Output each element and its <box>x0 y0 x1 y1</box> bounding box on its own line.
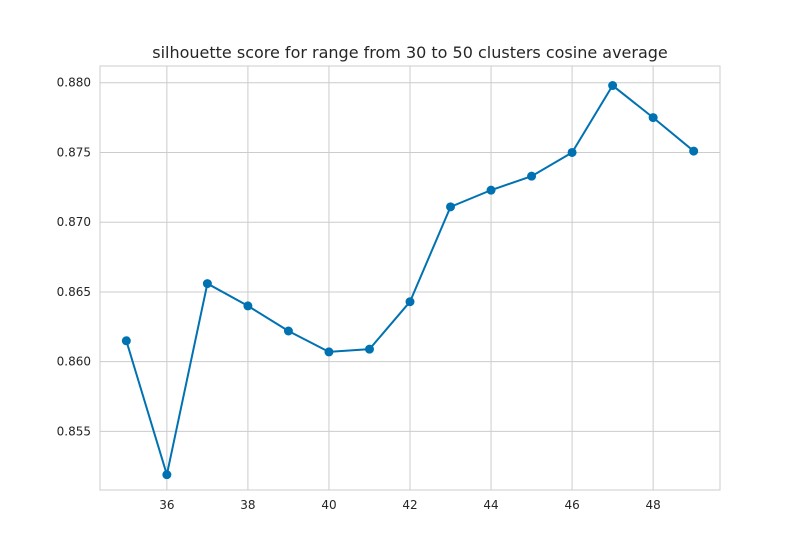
x-tick-label: 40 <box>321 498 336 512</box>
x-tick-label: 44 <box>483 498 498 512</box>
data-point <box>527 171 537 181</box>
grid <box>100 66 720 490</box>
y-tick-label: 0.880 <box>57 76 91 90</box>
data-point <box>486 185 496 195</box>
data-point <box>689 146 699 156</box>
y-tick-label: 0.855 <box>57 424 91 438</box>
series <box>121 81 699 480</box>
data-point <box>121 336 131 346</box>
data-point <box>405 297 415 307</box>
tick-labels: 36 38 40 42 44 46 48 0.855 0.860 0.865 0.870 0.875 0… <box>57 76 661 512</box>
data-point <box>567 147 577 157</box>
y-tick-label: 0.875 <box>57 145 91 159</box>
data-point <box>648 113 658 123</box>
y-tick-label: 0.865 <box>57 285 91 299</box>
data-point <box>608 81 618 91</box>
x-tick-label: 42 <box>402 498 417 512</box>
data-point <box>446 202 456 212</box>
x-tick-label: 36 <box>159 498 174 512</box>
data-point <box>364 344 374 354</box>
x-tick-label: 46 <box>564 498 579 512</box>
x-tick-label: 48 <box>645 498 660 512</box>
y-tick-label: 0.870 <box>57 215 91 229</box>
y-tick-label: 0.860 <box>57 355 91 369</box>
x-tick-label: 38 <box>240 498 255 512</box>
data-point <box>324 347 334 357</box>
chart-title: silhouette score for range from 30 to 50… <box>152 43 668 62</box>
data-point <box>202 279 212 289</box>
data-point <box>283 326 293 336</box>
data-point <box>243 301 253 311</box>
data-point <box>162 470 172 480</box>
